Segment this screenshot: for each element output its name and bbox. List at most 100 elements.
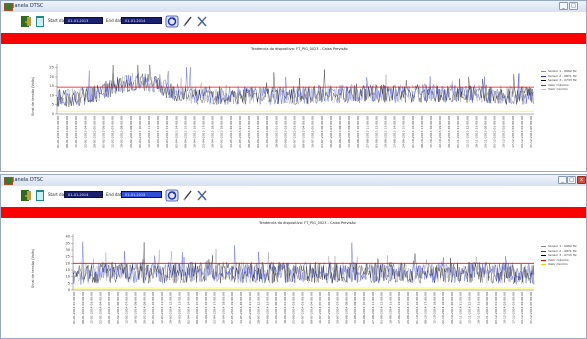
app-icon — [4, 177, 13, 185]
window-title: Janela DTSC — [13, 177, 44, 183]
x-tick-label: 19-02-2013 08:00:00 — [120, 116, 124, 148]
series-line-2 — [72, 241, 535, 285]
x-tick-label: 23-07-2014 06:00:00 — [327, 292, 331, 324]
y-tick-label: 5 — [68, 281, 70, 285]
x-tick-label: 06-08-2014 08:00:00 — [344, 292, 348, 324]
chart-title: Tendencia do dispositivo: FT_PIG_0023 - … — [251, 47, 348, 51]
legend-item: Sensor 2 - 0871 Hz — [541, 74, 577, 79]
minimize-icon[interactable]: _ — [558, 176, 567, 184]
x-tick-label: 30-07-2014 07:00:00 — [336, 292, 340, 324]
tools-icon[interactable] — [196, 189, 208, 202]
x-tick-label: 26-02-2014 09:00:00 — [142, 292, 146, 324]
y-tick-label: 20 — [66, 261, 70, 265]
x-tick-label: 08-10-2013 17:00:00 — [420, 116, 424, 148]
refresh-icon[interactable] — [165, 15, 179, 28]
x-tick-label: 16-04-2014 16:00:00 — [204, 292, 208, 324]
x-tick-label: 24-09-2013 15:00:00 — [402, 116, 406, 148]
x-tick-label: 15-01-2014 03:00:00 — [90, 292, 94, 324]
legend-item: Sensor 2 - 0871 Hz — [541, 249, 577, 254]
x-tick-label: 06-08-2013 08:00:00 — [338, 116, 342, 148]
x-tick-label: 10-12-2014 02:00:00 — [503, 292, 507, 324]
minimize-icon[interactable]: _ — [559, 2, 568, 10]
x-tick-label: 23-04-2013 17:00:00 — [202, 116, 206, 148]
close-icon[interactable]: x — [577, 176, 586, 184]
door-exit-icon[interactable] — [20, 189, 32, 202]
x-tick-label: 12-03-2014 11:00:00 — [160, 292, 164, 324]
x-tick-label: 29-10-2013 20:00:00 — [447, 116, 451, 148]
x-tick-label: 10-12-2013 02:00:00 — [502, 116, 506, 148]
chart-legend: Sensor 1 - 0962 Hz Sensor 2 - 0871 Hz Se… — [541, 69, 577, 92]
clipboard-icon[interactable] — [35, 189, 45, 202]
clipboard-icon[interactable] — [35, 15, 45, 28]
maximize-icon[interactable]: □ — [569, 2, 578, 10]
y-tick-label: 0 — [52, 112, 54, 116]
x-tick-label: 26-02-2013 09:00:00 — [129, 116, 133, 148]
end-date-input[interactable]: 01-01-2015 — [121, 191, 162, 198]
x-tick-label: 05-11-2014 21:00:00 — [459, 292, 463, 324]
y-tick-label: 5 — [52, 103, 54, 107]
x-tick-label: 05-11-2013 21:00:00 — [456, 116, 460, 148]
x-tick-label: 07-05-2014 19:00:00 — [230, 292, 234, 324]
x-tick-label: 01-01-2013 01:00:00 — [56, 116, 60, 148]
y-tick-label: 15 — [66, 268, 70, 272]
x-tick-label: 04-06-2014 23:00:00 — [265, 292, 269, 324]
x-tick-label: 15-01-2013 03:00:00 — [74, 116, 78, 148]
legend-item: Valor mínimo — [541, 87, 577, 92]
x-tick-label: 09-07-2013 04:00:00 — [302, 116, 306, 148]
pen-icon[interactable] — [182, 15, 193, 28]
x-tick-label: 03-12-2014 01:00:00 — [494, 292, 498, 324]
window-title: Janela DTSC — [13, 3, 44, 9]
x-tick-label: 17-12-2014 03:00:00 — [511, 292, 515, 324]
x-tick-label: 27-08-2014 11:00:00 — [371, 292, 375, 324]
x-tick-label: 08-01-2013 02:00:00 — [65, 116, 69, 148]
y-tick-label: 25 — [66, 255, 70, 259]
x-tick-label: 08-01-2014 02:00:00 — [81, 292, 85, 324]
end-date-input[interactable]: 01-01-2014 — [121, 17, 162, 24]
refresh-icon[interactable] — [165, 189, 179, 202]
trend-plot-area: Tendencia do dispositivo: FT_PIG_0023 - … — [1, 218, 586, 338]
x-tick-label: 17-12-2013 03:00:00 — [511, 116, 515, 148]
legend-item: Valor mínimo — [541, 262, 577, 267]
x-tick-label: 29-01-2014 05:00:00 — [107, 292, 111, 324]
legend-item: Sensor 1 - 0962 Hz — [541, 69, 577, 74]
pen-icon[interactable] — [182, 189, 193, 202]
trend-chart: 0 5 10 15 20 25 01-01-2013 01:00:00 08-01-2013 … — [50, 64, 535, 148]
alarm-status-bar — [1, 207, 586, 218]
x-tick-label: 20-08-2014 10:00:00 — [362, 292, 366, 324]
alarm-status-bar — [1, 33, 586, 44]
x-tick-label: 02-04-2014 14:00:00 — [186, 292, 190, 324]
start-date-input[interactable]: 01-01-2013 — [64, 17, 103, 24]
maximize-icon[interactable]: □ — [567, 176, 576, 184]
door-exit-icon[interactable] — [20, 15, 32, 28]
y-tick-label: 15 — [50, 84, 54, 88]
y-tick-label: 25 — [50, 66, 54, 70]
x-tick-label: 10-09-2014 13:00:00 — [388, 292, 392, 324]
x-tick-label: 24-09-2014 15:00:00 — [406, 292, 410, 324]
x-tick-label: 26-11-2014 00:00:00 — [485, 292, 489, 324]
y-tick-label: 10 — [50, 93, 54, 97]
x-tick-label: 13-08-2013 09:00:00 — [347, 116, 351, 148]
y-tick-label: 30 — [66, 248, 70, 252]
x-tick-label: 16-07-2014 05:00:00 — [318, 292, 322, 324]
x-tick-label: 14-05-2014 20:00:00 — [239, 292, 243, 324]
legend-item: Sensor 3 - 0733 Hz — [541, 253, 577, 258]
x-tick-label: 18-06-2013 01:00:00 — [274, 116, 278, 148]
x-tick-label: 07-05-2013 19:00:00 — [220, 116, 224, 148]
x-tick-label: 30-07-2013 07:00:00 — [329, 116, 333, 148]
tools-icon[interactable] — [196, 15, 208, 28]
x-tick-label: 29-10-2014 20:00:00 — [450, 292, 454, 324]
x-tick-label: 05-03-2013 10:00:00 — [138, 116, 142, 148]
x-tick-label: 21-05-2014 21:00:00 — [248, 292, 252, 324]
start-date-input[interactable]: 01-01-2014 — [64, 191, 103, 198]
x-tick-label: 10-09-2013 13:00:00 — [383, 116, 387, 148]
x-tick-label: 05-02-2014 06:00:00 — [116, 292, 120, 324]
y-tick-label: 40 — [66, 235, 70, 239]
x-tick-label: 22-01-2014 04:00:00 — [98, 292, 102, 324]
toolbar: Start date 01-01-2013 End date 01-01-201… — [1, 12, 586, 33]
app-icon — [4, 3, 13, 11]
series-line-3 — [72, 242, 535, 285]
x-tick-label: 12-11-2013 22:00:00 — [465, 116, 469, 148]
legend-item: Valor máximo — [541, 83, 577, 88]
x-tick-label: 24-12-2014 04:00:00 — [520, 292, 524, 324]
x-tick-label: 21-05-2013 21:00:00 — [238, 116, 242, 148]
